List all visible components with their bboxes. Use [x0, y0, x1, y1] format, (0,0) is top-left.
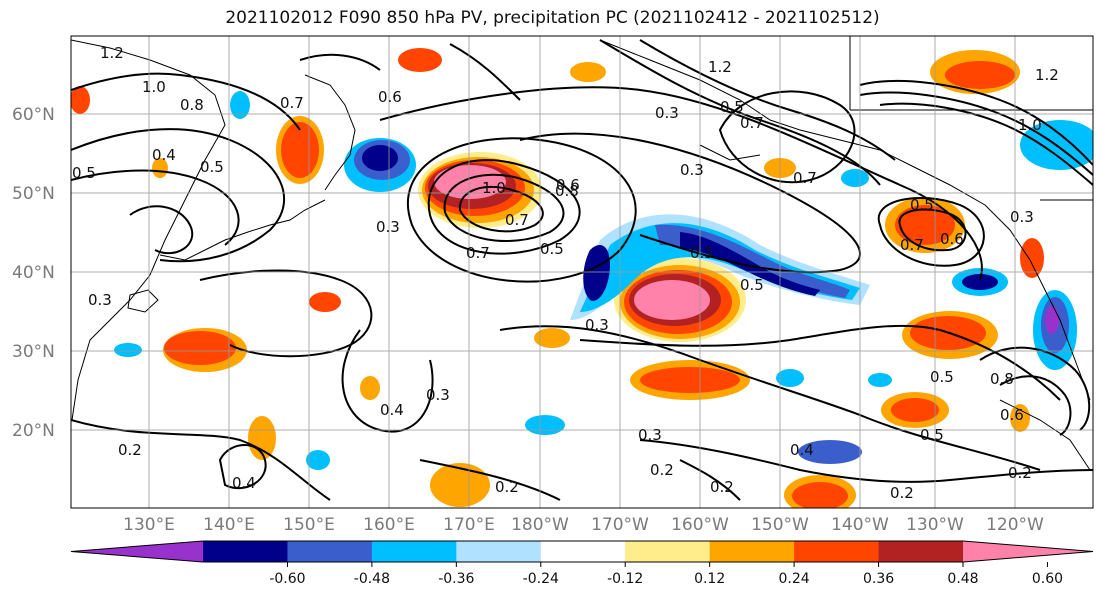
contour-label: 0.6 — [556, 176, 580, 194]
contour-label: 0.3 — [88, 291, 112, 309]
contour-label: 0.5 — [920, 426, 944, 444]
contour-label: 0.3 — [426, 386, 450, 404]
contour-label: 0.7 — [280, 94, 304, 112]
contour-labels: 1.2 1.0 0.8 0.7 0.6 0.5 0.4 0.3 0.2 0.5 … — [72, 44, 1059, 502]
contour-label: 0.4 — [232, 474, 256, 492]
contour-label: 0.2 — [1008, 464, 1032, 482]
contour-label: 0.2 — [650, 461, 674, 479]
colorbar-segment — [794, 541, 880, 562]
coastlines — [71, 36, 1093, 471]
contour-label: 0.2 — [710, 478, 734, 496]
lon-label: 160°W — [671, 515, 729, 535]
colorbar-segment — [287, 541, 373, 562]
contour-label: 0.5 — [72, 164, 96, 182]
contour-label: 0.4 — [152, 146, 176, 164]
colorbar-extend-low — [71, 541, 203, 562]
colorbar-tick-label: -0.36 — [438, 571, 474, 587]
contour-label: 1.0 — [1018, 116, 1042, 134]
contour-label: 0.6 — [378, 88, 402, 106]
colorbar-segment — [878, 541, 964, 562]
contour-label: 0.5 — [930, 368, 954, 386]
colorbar-segment — [456, 541, 542, 562]
contour-label: 0.8 — [555, 182, 579, 200]
colorbar-tick-label: -0.12 — [607, 571, 643, 587]
longitude-labels: 130°E 140°E 150°E 160°E 170°E 180°W 170°… — [123, 515, 1044, 535]
contour-label: 0.8 — [990, 370, 1014, 388]
contour-label: 0.2 — [118, 441, 142, 459]
contour-label: 0.5 — [200, 158, 224, 176]
pv-contours — [71, 39, 1093, 501]
latitude-labels: 60°N 50°N 40°N 30°N 20°N — [12, 105, 55, 441]
contour-label: 0.4 — [790, 441, 814, 459]
lon-label: 170°E — [443, 515, 495, 535]
contour-label: 0.4 — [380, 401, 404, 419]
contour-label: 0.2 — [890, 484, 914, 502]
contour-label: 0.3 — [680, 161, 704, 179]
contour-label: 1.2 — [1035, 66, 1059, 84]
lon-label: 130°W — [906, 515, 964, 535]
contour-label: 0.7 — [900, 236, 924, 254]
contour-label: 0.7 — [466, 244, 490, 262]
colorbar-segment — [709, 541, 795, 562]
lon-label: 150°W — [751, 515, 809, 535]
contour-label: 1.2 — [100, 44, 124, 62]
contour-label: 0.5 — [540, 240, 564, 258]
contour-label: 0.7 — [740, 114, 764, 132]
lon-label: 160°E — [363, 515, 415, 535]
map-frame — [70, 35, 1094, 509]
contour-label: 0.6 — [1000, 406, 1024, 424]
lat-label: 60°N — [12, 105, 55, 125]
colorbar-tick-label: -0.60 — [269, 571, 305, 587]
colorbar-ticks: -0.60 -0.48 -0.36 -0.24 -0.12 0.12 0.24 0.36 0.4… — [269, 562, 1063, 587]
lon-label: 130°E — [123, 515, 175, 535]
lat-label: 50°N — [12, 184, 55, 204]
colorbar-segment — [625, 541, 711, 562]
colorbar-segment — [371, 541, 457, 562]
contour-label: 0.3 — [638, 426, 662, 444]
colorbar-tick-label: -0.24 — [523, 571, 559, 587]
lon-label: 150°E — [283, 515, 335, 535]
contour-label: 0.2 — [495, 478, 519, 496]
contour-label: 0.8 — [180, 96, 204, 114]
colorbar — [70, 540, 1094, 563]
colorbar-segment — [203, 541, 288, 562]
gridlines — [71, 36, 1093, 508]
lon-label: 180°W — [511, 515, 569, 535]
colorbar-segment — [540, 541, 626, 562]
colorbar-tick-label: 0.36 — [863, 571, 894, 587]
lon-label: 140°W — [831, 515, 889, 535]
lon-label: 140°E — [203, 515, 255, 535]
contour-label: 0.3 — [655, 104, 679, 122]
contour-label: 0.3 — [585, 316, 609, 334]
colorbar-tick-label: 0.48 — [947, 571, 978, 587]
contour-label: 0.7 — [793, 169, 817, 187]
colorbar-outline — [70, 540, 1094, 563]
contour-label: 0.7 — [505, 211, 529, 229]
contour-label: 0.5 — [740, 276, 764, 294]
lon-label: 170°W — [591, 515, 649, 535]
contour-label: 1.0 — [482, 179, 506, 197]
contour-label: 0.3 — [376, 218, 400, 236]
lon-label: 120°W — [986, 515, 1044, 535]
contour-label: 0.3 — [1010, 208, 1034, 226]
lat-label: 40°N — [12, 263, 55, 283]
lat-label: 20°N — [12, 421, 55, 441]
lat-label: 30°N — [12, 342, 55, 362]
colorbar-tick-label: 0.60 — [1032, 571, 1063, 587]
colorbar-tick-label: 0.24 — [779, 571, 810, 587]
colorbar-tick-label: 0.12 — [694, 571, 725, 587]
precipitation-shading — [71, 48, 1093, 508]
contour-label: 1.2 — [708, 58, 732, 76]
contour-label: 0.5 — [690, 244, 714, 262]
contour-label: 0.5 — [720, 98, 744, 116]
colorbar-tick-label: -0.48 — [354, 571, 390, 587]
colorbar-extend-high — [963, 541, 1093, 562]
contour-label: 0.5 — [910, 196, 934, 214]
map-title: 2021102012 F090 850 hPa PV, precipitatio… — [225, 8, 880, 28]
contour-label: 1.0 — [142, 78, 166, 96]
contour-label: 0.6 — [940, 230, 964, 248]
